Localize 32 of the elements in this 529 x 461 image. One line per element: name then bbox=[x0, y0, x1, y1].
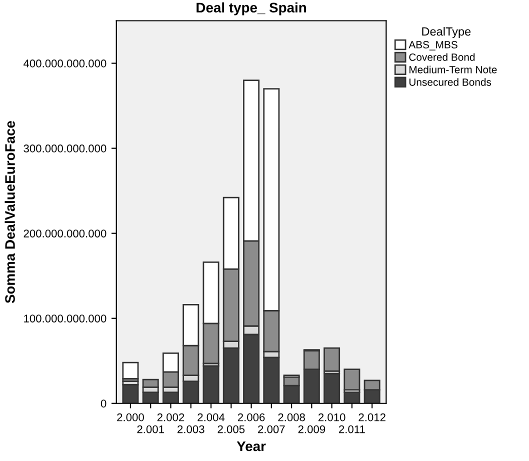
y-axis-title: Somma DealValueEuroFace bbox=[4, 121, 15, 304]
x-tick-label: 2.009 bbox=[298, 425, 326, 434]
x-tick-label: 2.012 bbox=[358, 413, 386, 422]
x-tick-label: 2.010 bbox=[318, 413, 346, 422]
bar bbox=[324, 347, 340, 372]
bar bbox=[122, 384, 139, 404]
x-tick-label: 2.003 bbox=[178, 425, 204, 434]
legend-label: Covered Bond bbox=[409, 53, 475, 61]
x-tick-label: 2.007 bbox=[258, 425, 285, 434]
x-tick-label: 2.011 bbox=[339, 425, 365, 434]
y-tick-label: 400.000.000.000 bbox=[24, 60, 106, 68]
x-axis-title: Year bbox=[236, 441, 266, 452]
x-tick-label: 2.002 bbox=[157, 413, 184, 422]
y-tick-label: 0 bbox=[100, 400, 106, 408]
legend-label: ABS_MBS bbox=[408, 41, 458, 50]
bar bbox=[344, 368, 360, 390]
legend-label: Unsecured Bonds bbox=[409, 78, 492, 86]
x-tick-label: 2.000 bbox=[117, 413, 144, 422]
x-tick-label: 2.004 bbox=[198, 413, 225, 422]
x-tick-label: 2.001 bbox=[137, 425, 164, 434]
legend-label: Medium-Term Note bbox=[410, 66, 497, 74]
legend-title: DealType bbox=[422, 26, 471, 38]
bar bbox=[324, 372, 340, 404]
y-tick-label: 200.000.000.000 bbox=[24, 230, 106, 238]
x-tick-label: 2.005 bbox=[218, 425, 245, 434]
y-tick-label: 100.000.000.000 bbox=[24, 314, 106, 322]
chart-title: Deal type_ Spain bbox=[196, 2, 306, 16]
x-tick-label: 2.008 bbox=[278, 413, 305, 422]
y-tick-label: 300.000.000.000 bbox=[24, 144, 106, 152]
bar bbox=[202, 365, 220, 404]
bar bbox=[122, 362, 139, 380]
x-tick-label: 2.006 bbox=[238, 413, 265, 422]
